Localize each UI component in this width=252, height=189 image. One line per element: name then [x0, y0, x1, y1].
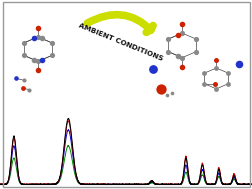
Point — [22, 121, 26, 124]
Point — [176, 121, 180, 124]
Point — [201, 129, 205, 132]
Point — [36, 108, 40, 111]
Point — [169, 138, 173, 141]
Point — [32, 123, 36, 126]
Point — [50, 121, 54, 124]
Point — [165, 113, 169, 116]
Point — [179, 111, 183, 114]
Point — [194, 119, 198, 122]
Point — [27, 137, 31, 140]
Point — [213, 123, 217, 126]
Point — [226, 129, 230, 132]
Point — [165, 119, 169, 122]
Point — [40, 123, 44, 126]
Point — [213, 136, 217, 139]
Point — [150, 127, 154, 130]
Point — [164, 140, 168, 143]
Point — [32, 113, 36, 116]
Point — [36, 128, 40, 131]
Point — [212, 134, 216, 137]
Point — [36, 124, 40, 127]
Point — [176, 111, 180, 114]
Point — [158, 136, 162, 139]
Point — [36, 112, 40, 115]
Point — [201, 134, 205, 137]
Point — [179, 106, 183, 109]
Point — [21, 136, 25, 139]
Point — [179, 122, 183, 125]
Point — [194, 113, 198, 116]
Point — [213, 127, 217, 130]
Point — [226, 134, 230, 137]
Point — [236, 125, 240, 128]
Point — [179, 126, 183, 129]
Point — [40, 113, 44, 116]
Point — [50, 115, 54, 118]
Point — [22, 115, 26, 118]
Point — [22, 132, 26, 136]
Point — [14, 132, 18, 135]
Text: AMBIENT CONDITIONS: AMBIENT CONDITIONS — [77, 23, 164, 62]
